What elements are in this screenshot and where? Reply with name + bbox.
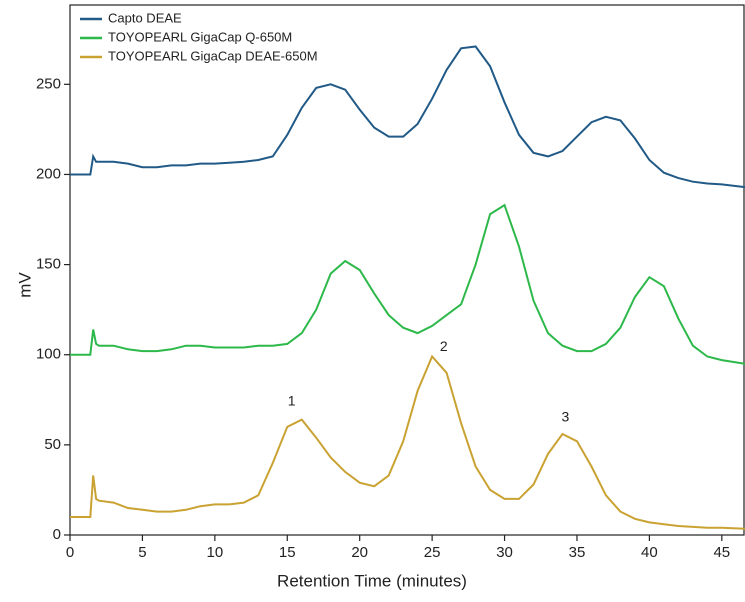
series-line <box>70 203 745 365</box>
x-tick-label: 35 <box>569 544 586 561</box>
y-tick-label: 150 <box>36 256 61 273</box>
y-tick-label: 0 <box>53 526 61 543</box>
y-tick-label: 250 <box>36 75 61 92</box>
peak-label: 1 <box>288 392 296 408</box>
y-tick-label: 200 <box>36 165 61 182</box>
y-axis-label: mV <box>15 272 34 298</box>
x-tick-label: 40 <box>641 544 658 561</box>
legend-label: TOYOPEARL GigaCap DEAE-650M <box>108 48 318 63</box>
peak-label: 3 <box>561 409 569 425</box>
peak-label: 2 <box>440 338 448 354</box>
plot-frame <box>69 4 745 536</box>
x-tick-label: 10 <box>207 544 224 561</box>
x-tick-label: 25 <box>424 544 441 561</box>
legend-label: Capto DEAE <box>108 10 182 25</box>
x-tick-label: 0 <box>66 544 74 561</box>
y-tick-label: 50 <box>44 436 61 453</box>
x-tick-label: 15 <box>279 544 296 561</box>
series-line <box>70 354 745 530</box>
series-line <box>70 45 745 189</box>
y-tick-label: 100 <box>36 346 61 363</box>
x-axis-label: Retention Time (minutes) <box>277 571 467 590</box>
legend-label: TOYOPEARL GigaCap Q-650M <box>108 29 292 44</box>
x-tick-label: 5 <box>138 544 146 561</box>
x-tick-label: 30 <box>496 544 513 561</box>
x-tick-label: 20 <box>351 544 368 561</box>
x-tick-label: 45 <box>713 544 730 561</box>
